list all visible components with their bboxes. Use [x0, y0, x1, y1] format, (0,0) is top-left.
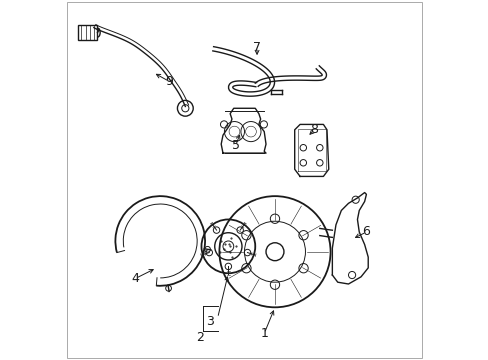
Text: 3: 3 — [206, 315, 214, 328]
Text: 1: 1 — [260, 327, 267, 340]
Text: 8: 8 — [310, 123, 318, 136]
Text: 7: 7 — [252, 41, 261, 54]
Text: 6: 6 — [362, 225, 369, 238]
Text: 5: 5 — [231, 139, 239, 152]
Text: 9: 9 — [165, 75, 173, 88]
Text: 4: 4 — [131, 272, 139, 285]
Text: 2: 2 — [195, 330, 203, 343]
